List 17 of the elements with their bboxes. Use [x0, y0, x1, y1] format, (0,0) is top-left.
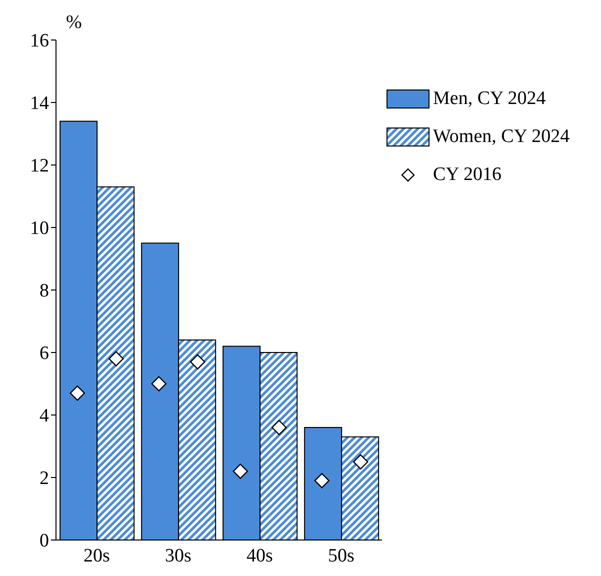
x-tick-label: 50s — [328, 545, 354, 566]
x-tick-label: 30s — [165, 545, 192, 566]
y-tick-label: 16 — [30, 30, 49, 52]
y-tick-label: 8 — [40, 280, 49, 302]
legend-label: CY 2016 — [433, 164, 502, 186]
x-tick-label: 20s — [84, 545, 110, 566]
y-tick-label: 10 — [30, 218, 49, 240]
x-tick-label: 40s — [246, 545, 273, 566]
legend-label: Women, CY 2024 — [433, 126, 570, 148]
y-tick-label: 2 — [40, 468, 49, 490]
y-tick-label: 14 — [30, 93, 50, 114]
legend-label: Men, CY 2024 — [433, 88, 546, 110]
y-axis-title: % — [66, 12, 82, 33]
y-tick-label: 6 — [40, 343, 49, 364]
y-tick-label: 0 — [40, 530, 49, 552]
y-tick-label: 4 — [40, 406, 50, 427]
y-tick-label: 12 — [30, 156, 49, 177]
